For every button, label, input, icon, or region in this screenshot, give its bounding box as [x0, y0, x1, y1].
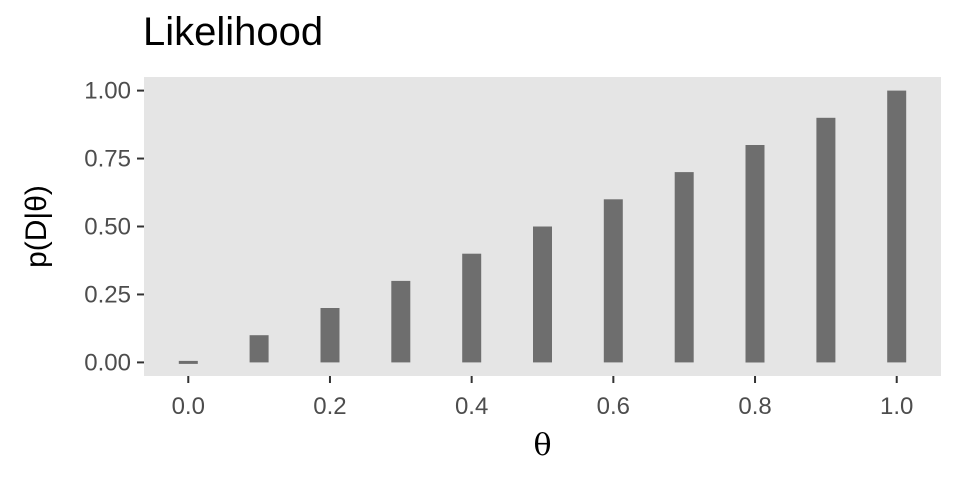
y-axis-title: p(D|θ)	[20, 185, 53, 268]
chart-title: Likelihood	[143, 10, 324, 54]
bar	[462, 253, 482, 363]
bar	[816, 117, 836, 363]
y-tick-label: 0.50	[84, 214, 131, 241]
y-tick-label: 0.00	[84, 349, 131, 376]
x-tick-label: 0.8	[738, 393, 771, 420]
bar	[391, 280, 411, 363]
bars-group	[178, 90, 907, 364]
bar	[745, 145, 765, 363]
bar	[178, 360, 198, 364]
x-tick-label: 1.0	[880, 393, 913, 420]
y-axis: 0.00 0.25 0.50 0.75 1.00	[84, 78, 144, 376]
x-tick-label: 0.4	[455, 393, 488, 420]
bar	[674, 172, 694, 363]
bar	[887, 90, 907, 363]
x-axis-title: θ	[533, 428, 551, 463]
bar	[533, 226, 552, 363]
x-tick-label: 0.0	[172, 393, 205, 420]
x-axis: 0.0 0.2 0.4 0.6 0.8 1.0	[172, 376, 913, 420]
y-tick-label: 0.25	[84, 281, 131, 308]
y-tick-label: 1.00	[84, 78, 131, 105]
y-tick-label: 0.75	[84, 146, 131, 173]
bar	[249, 335, 269, 363]
bar	[320, 308, 340, 363]
x-tick-label: 0.6	[597, 393, 630, 420]
bar	[603, 199, 623, 363]
x-tick-label: 0.2	[313, 393, 346, 420]
